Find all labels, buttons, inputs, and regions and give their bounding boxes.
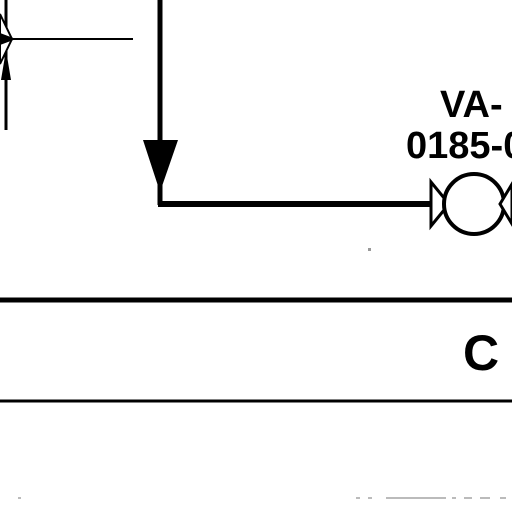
title-block-band <box>0 297 512 403</box>
valve-tag-line2: 0185-0 <box>406 125 512 167</box>
section-label: C <box>463 325 499 381</box>
arrowhead-down-icon <box>143 140 178 192</box>
gate-valve-icon <box>0 0 133 130</box>
stray-dot <box>368 248 371 251</box>
valve-tag-line1: VA- <box>440 84 503 126</box>
ball-valve-icon <box>429 172 512 236</box>
scan-noise <box>18 497 506 499</box>
